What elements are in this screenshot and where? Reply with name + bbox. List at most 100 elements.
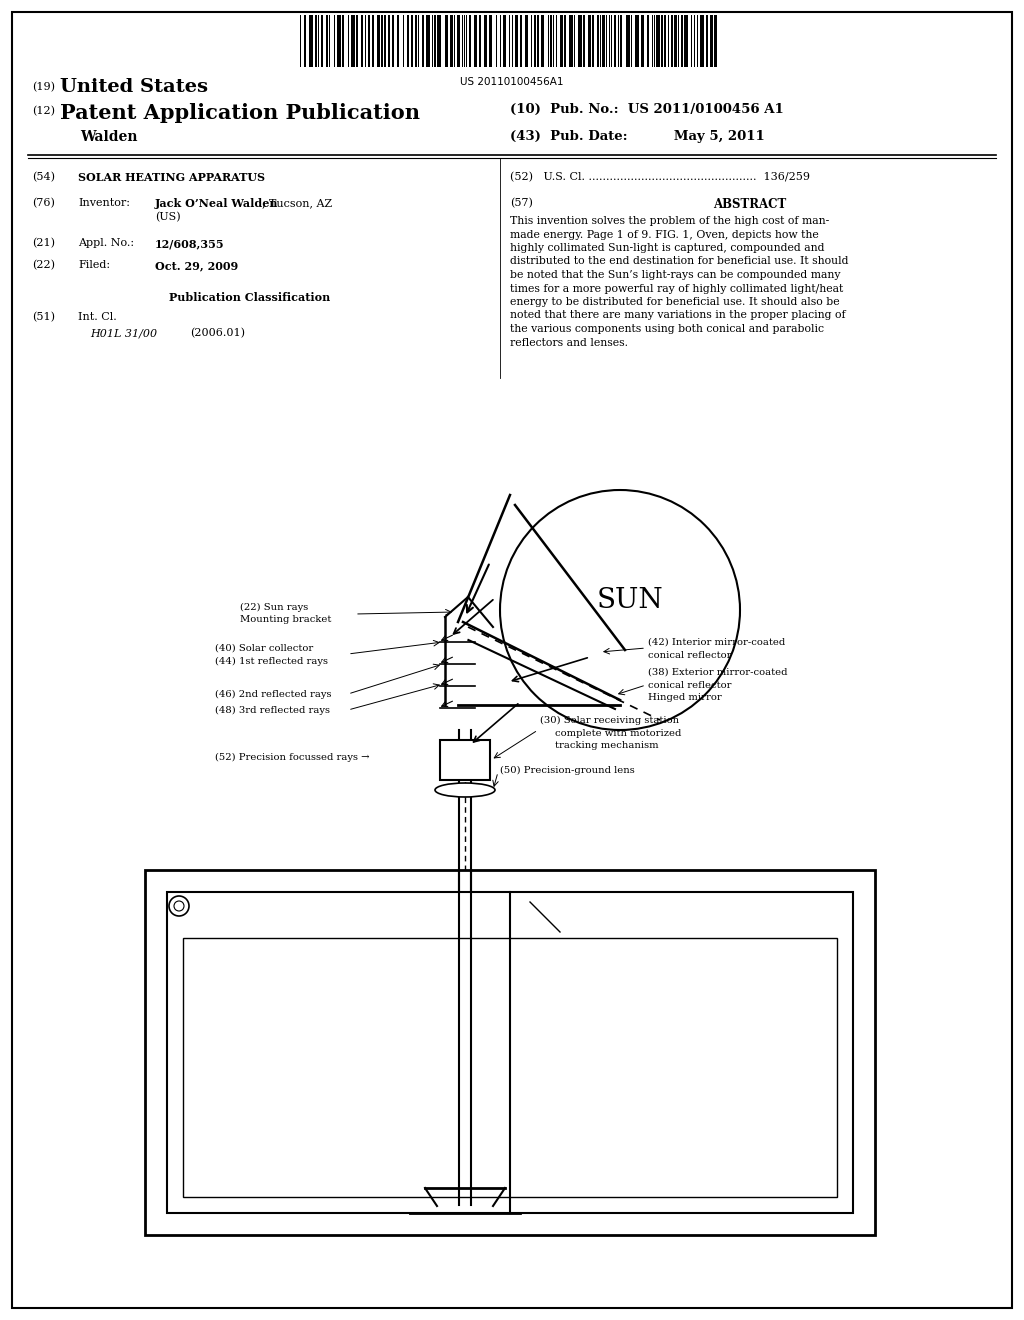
Bar	[671, 15, 673, 67]
Bar	[692, 15, 694, 67]
Bar	[664, 15, 666, 67]
Text: (76): (76)	[32, 198, 55, 209]
Bar	[445, 15, 449, 67]
Bar	[484, 15, 487, 67]
Text: (10)  Pub. No.:  US 2011/0100456 A1: (10) Pub. No.: US 2011/0100456 A1	[510, 103, 783, 116]
Bar	[384, 15, 386, 67]
Bar	[430, 15, 432, 67]
Bar	[319, 15, 321, 67]
Text: complete with motorized: complete with motorized	[555, 729, 681, 738]
Text: (44) 1st reflected rays: (44) 1st reflected rays	[215, 656, 328, 665]
Bar	[386, 15, 388, 67]
Bar	[455, 15, 457, 67]
Bar	[644, 15, 647, 67]
Bar	[342, 15, 344, 67]
Bar	[544, 15, 548, 67]
Bar	[351, 15, 355, 67]
Bar	[183, 939, 837, 1197]
Bar	[424, 15, 426, 67]
Bar	[397, 15, 399, 67]
Text: conical reflector: conical reflector	[648, 651, 731, 660]
Bar	[537, 15, 539, 67]
Bar	[602, 15, 605, 67]
Bar	[710, 15, 713, 67]
Bar	[426, 15, 430, 67]
Text: tracking mechanism: tracking mechanism	[555, 742, 658, 751]
Bar	[409, 15, 411, 67]
Bar	[520, 15, 522, 67]
Text: Int. Cl.: Int. Cl.	[78, 312, 117, 322]
Bar	[554, 15, 556, 67]
Bar	[564, 15, 566, 67]
Bar	[626, 15, 630, 67]
Bar	[666, 15, 668, 67]
Text: ABSTRACT: ABSTRACT	[714, 198, 786, 211]
Bar	[614, 15, 616, 67]
Text: Jack O’Neal Walden: Jack O’Neal Walden	[155, 198, 279, 209]
Bar	[597, 15, 599, 67]
Bar	[399, 15, 403, 67]
Bar	[506, 15, 509, 67]
Bar	[368, 15, 370, 67]
Bar	[407, 15, 409, 67]
Bar	[616, 15, 618, 67]
Bar	[309, 15, 313, 67]
Text: This invention solves the problem of the high cost of man-: This invention solves the problem of the…	[510, 216, 829, 226]
Bar	[684, 15, 688, 67]
Text: noted that there are many variations in the proper placing of: noted that there are many variations in …	[510, 310, 846, 321]
Bar	[437, 15, 441, 67]
Text: Inventor:: Inventor:	[78, 198, 130, 209]
Bar	[622, 15, 626, 67]
Bar	[612, 15, 614, 67]
Text: reflectors and lenses.: reflectors and lenses.	[510, 338, 628, 347]
Text: times for a more powerful ray of highly collimated light/heat: times for a more powerful ray of highly …	[510, 284, 843, 293]
Bar	[700, 15, 705, 67]
Text: made energy. Page 1 of 9. FIG. 1, Oven, depicts how the: made energy. Page 1 of 9. FIG. 1, Oven, …	[510, 230, 819, 239]
Text: H01L 31/00: H01L 31/00	[90, 327, 157, 338]
Text: (43)  Pub. Date:          May 5, 2011: (43) Pub. Date: May 5, 2011	[510, 129, 765, 143]
Bar	[569, 15, 573, 67]
Bar	[392, 15, 394, 67]
Text: (42) Interior mirror-coated: (42) Interior mirror-coated	[648, 638, 785, 647]
Text: (22): (22)	[32, 260, 55, 271]
Bar	[585, 15, 588, 67]
Bar	[641, 15, 644, 67]
Bar	[167, 892, 853, 1213]
Bar	[337, 15, 341, 67]
Text: (22) Sun rays: (22) Sun rays	[240, 602, 308, 611]
Bar	[588, 15, 591, 67]
Text: the various components using both conical and parabolic: the various components using both conica…	[510, 323, 824, 334]
Text: (48) 3rd reflected rays: (48) 3rd reflected rays	[215, 705, 330, 714]
Text: Oct. 29, 2009: Oct. 29, 2009	[155, 260, 239, 271]
Text: be noted that the Sun’s light-rays can be compounded many: be noted that the Sun’s light-rays can b…	[510, 271, 841, 280]
Bar	[632, 15, 635, 67]
Text: Walden: Walden	[80, 129, 137, 144]
Bar	[681, 15, 683, 67]
Bar	[518, 15, 520, 67]
Bar	[592, 15, 594, 67]
Bar	[388, 15, 390, 67]
Bar	[522, 15, 525, 67]
Bar	[695, 15, 697, 67]
Bar	[474, 15, 477, 67]
Bar	[649, 15, 652, 67]
Bar	[313, 15, 315, 67]
Text: (21): (21)	[32, 238, 55, 248]
Text: (12): (12)	[32, 106, 55, 116]
Bar	[366, 15, 368, 67]
Bar	[361, 15, 362, 67]
Text: US 20110100456A1: US 20110100456A1	[460, 77, 564, 87]
Bar	[669, 15, 671, 67]
Text: SOLAR HEATING APPARATUS: SOLAR HEATING APPARATUS	[78, 172, 265, 183]
Bar	[717, 15, 721, 67]
Bar	[304, 15, 306, 67]
Bar	[607, 15, 609, 67]
Text: (30) Solar receiving station: (30) Solar receiving station	[540, 715, 679, 725]
Text: (57): (57)	[510, 198, 532, 209]
Bar	[515, 15, 518, 67]
Bar	[639, 15, 641, 67]
Bar	[557, 15, 560, 67]
Text: (52) Precision focussed rays →: (52) Precision focussed rays →	[215, 752, 370, 762]
Text: (38) Exterior mirror-coated: (38) Exterior mirror-coated	[648, 668, 787, 676]
Bar	[326, 15, 328, 67]
